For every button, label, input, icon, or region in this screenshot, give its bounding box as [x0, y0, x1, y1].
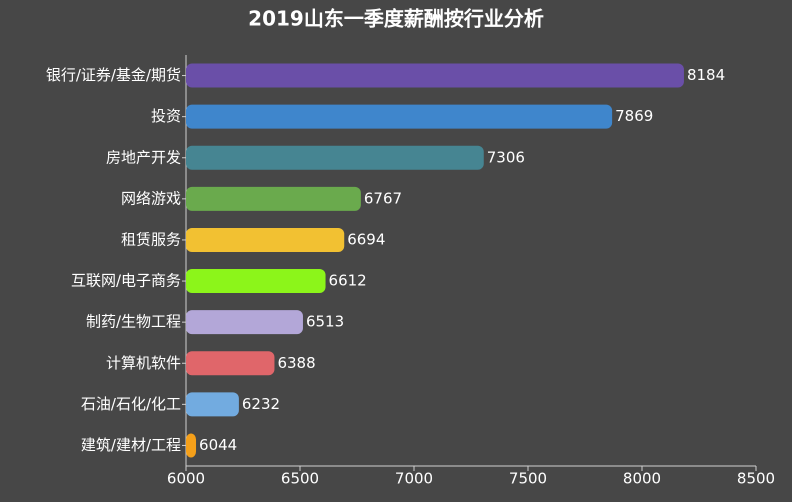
x-tick-label: 8000	[623, 470, 661, 488]
bar	[186, 433, 197, 458]
bar	[186, 104, 613, 129]
bar	[186, 186, 361, 211]
bar	[186, 310, 303, 335]
bar	[186, 227, 345, 252]
x-tick-label: 6000	[167, 470, 205, 488]
y-tick-label: 计算机软件	[106, 354, 181, 372]
value-label: 6767	[364, 189, 402, 207]
y-tick-label: 租赁服务	[121, 230, 181, 248]
x-tick-label: 6500	[281, 470, 319, 488]
value-label: 7869	[615, 107, 653, 125]
y-tick-label: 投资	[151, 107, 181, 125]
x-tick-label: 8500	[737, 470, 775, 488]
x-tick-label: 7000	[395, 470, 433, 488]
value-label: 6694	[347, 230, 385, 248]
y-tick-label: 制药/生物工程	[86, 313, 181, 331]
bar	[186, 351, 275, 376]
bar	[186, 269, 326, 294]
value-label: 7306	[487, 148, 525, 166]
value-label: 6044	[199, 436, 237, 454]
y-tick-label: 互联网/电子商务	[71, 272, 181, 290]
value-label: 8184	[687, 66, 725, 84]
value-label: 6388	[277, 354, 315, 372]
bar	[186, 63, 684, 88]
y-tick-label: 银行/证券/基金/期货	[46, 66, 181, 84]
bar	[186, 145, 484, 170]
y-tick-label: 网络游戏	[121, 189, 181, 207]
y-tick-label: 石油/石化/化工	[81, 395, 181, 413]
value-label: 6232	[242, 395, 280, 413]
value-label: 6612	[329, 272, 367, 290]
chart-title: 2019山东一季度薪酬按行业分析	[248, 7, 544, 31]
bar	[186, 392, 239, 417]
y-tick-label: 房地产开发	[106, 148, 181, 166]
x-tick-label: 7500	[509, 470, 547, 488]
value-label: 6513	[306, 313, 344, 331]
y-tick-label: 建筑/建材/工程	[81, 436, 181, 454]
